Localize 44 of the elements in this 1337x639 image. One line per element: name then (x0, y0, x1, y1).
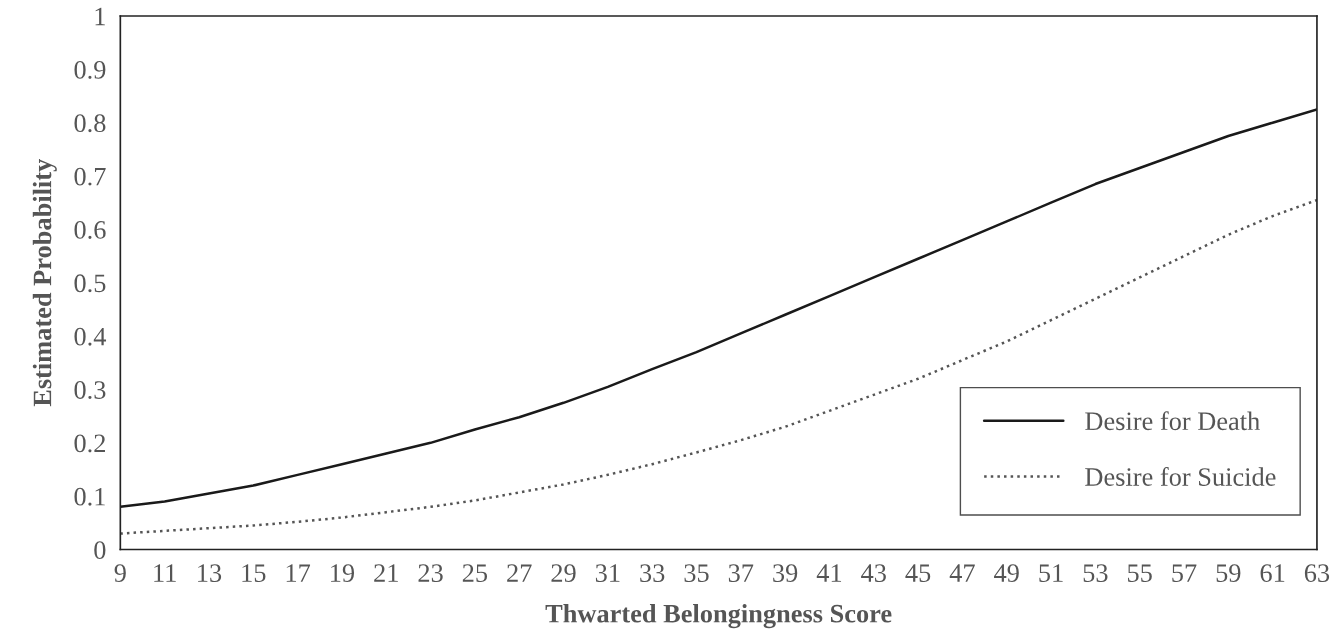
x-tick-label: 9 (114, 564, 126, 582)
x-tick-label: 51 (1039, 564, 1063, 582)
x-tick-label: 23 (418, 564, 443, 582)
x-tick-label: 47 (949, 564, 975, 582)
x-tick-label: 61 (1260, 564, 1285, 582)
y-tick-label: 1 (95, 7, 105, 26)
x-tick-label: 19 (331, 564, 355, 582)
y-tick-label: 0.5 (74, 274, 106, 293)
y-tick-label: 0.1 (74, 487, 105, 506)
x-tick-label: 57 (1172, 564, 1197, 582)
legend-label: Desire for Suicide (1085, 467, 1276, 486)
x-tick-label: 35 (684, 564, 709, 582)
x-tick-label: 49 (994, 564, 1019, 582)
x-tick-label: 37 (728, 564, 754, 582)
y-tick-label: 0.8 (74, 114, 106, 133)
x-tick-label: 33 (640, 564, 665, 582)
x-tick-label: 55 (1128, 564, 1152, 582)
line-series (120, 198, 1317, 535)
x-tick-label: 59 (1216, 564, 1241, 582)
y-tick-label: 0.3 (74, 381, 106, 399)
x-tick-label: 25 (462, 564, 488, 582)
x-tick-label: 13 (198, 564, 222, 582)
x-tick-label: 15 (242, 564, 266, 582)
x-tick-label: 17 (286, 564, 311, 582)
x-tick-label: 29 (551, 564, 576, 582)
x-tick-label: 63 (1304, 564, 1330, 582)
y-tick-label: 0 (94, 541, 106, 559)
x-tick-label: 45 (905, 564, 931, 582)
x-tick-label: 43 (861, 564, 886, 582)
x-tick-label: 53 (1083, 564, 1108, 582)
y-tick-label: 0.7 (74, 167, 106, 186)
x-tick-label: 41 (816, 564, 842, 582)
x-axis-title: Thwarted Belongingness Score (545, 604, 892, 629)
legend-label: Desire for Death (1085, 411, 1260, 431)
y-tick-label: 0.4 (74, 327, 107, 346)
x-tick-label: 39 (773, 564, 798, 582)
y-axis-title: Estimated Probability (32, 159, 57, 407)
y-tick-label: 0.9 (74, 60, 106, 79)
x-tick-label: 31 (595, 564, 620, 582)
x-tick-label: 21 (374, 564, 398, 582)
x-tick-label: 27 (507, 564, 532, 582)
y-tick-label: 0.6 (74, 221, 106, 239)
y-tick-label: 0.2 (74, 434, 105, 453)
x-tick-label: 11 (154, 564, 176, 582)
